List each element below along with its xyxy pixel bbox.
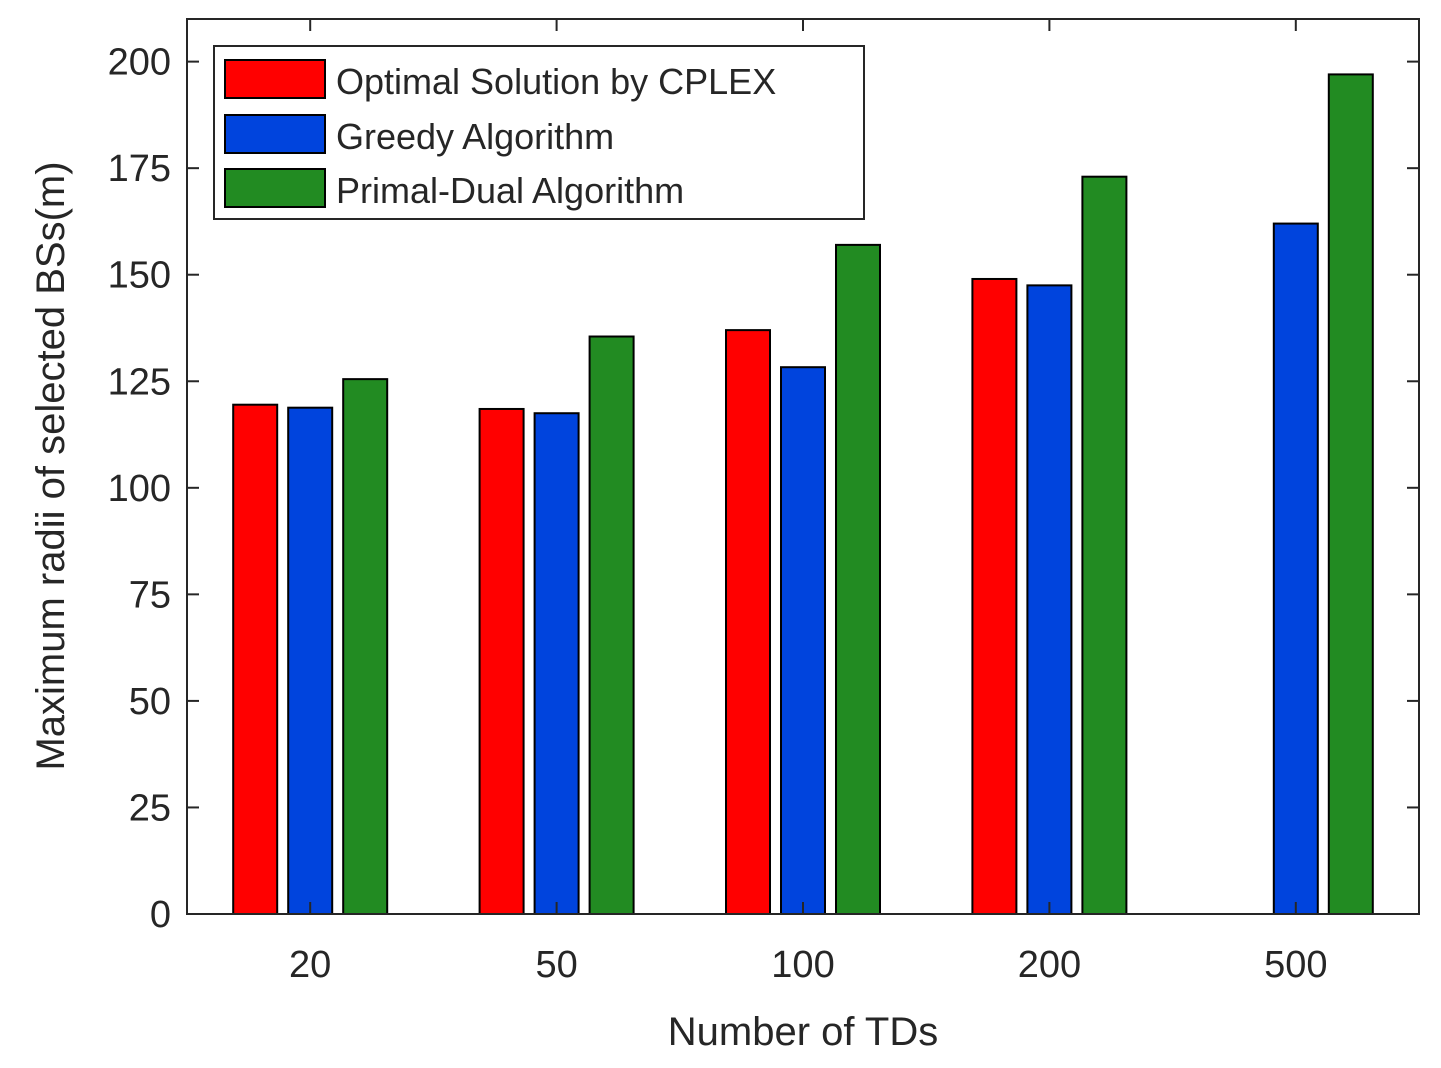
ticks-layer: 0 25 50 75 100 125 150 175 200 20 50 100 200 500 [108,19,1419,986]
bar-1-200 [1026,284,1073,916]
y-tick-label-175: 175 [108,148,171,190]
legend-label-optimal: Optimal Solution by CPLEX [336,61,776,102]
y-tick-label-100: 100 [108,468,171,510]
bar-0-200 [971,277,1018,915]
bar-1-100 [780,366,826,915]
bar-0-50 [478,407,525,915]
x-tick-label-500: 500 [1264,944,1327,986]
legend-label-primal-dual: Primal-Dual Algorithm [336,170,684,211]
x-tick-label-20: 20 [289,944,331,986]
legend-swatch-optimal [224,59,326,99]
x-tick-label-50: 50 [535,944,577,986]
bar-2-100 [835,243,881,915]
y-tick-label-125: 125 [108,361,171,403]
y-tick-label-50: 50 [129,681,171,723]
y-tick-label-75: 75 [129,574,171,616]
bar-0-20 [232,403,279,915]
y-tick-label-0: 0 [150,894,171,936]
legend-label-greedy: Greedy Algorithm [336,116,614,157]
bar-1-50 [533,412,580,915]
x-tick-label-100: 100 [771,944,834,986]
bar-0-100 [725,329,771,916]
bar-2-500 [1327,73,1374,915]
bar-2-20 [342,378,389,915]
bar-1-20 [287,406,334,915]
legend-swatch-greedy [224,114,326,154]
legend-swatch-primal-dual [224,168,326,208]
bar-2-200 [1081,175,1128,915]
y-tick-label-25: 25 [129,787,171,829]
bar-1-500 [1272,222,1319,916]
y-tick-label-150: 150 [108,255,171,297]
bars-layer [232,73,1374,916]
x-tick-label-200: 200 [1018,944,1081,986]
x-axis-label: Number of TDs [668,1010,938,1054]
y-axis-label: Maximum radii of selected BSs(m) [29,161,73,770]
y-tick-label-200: 200 [108,42,171,84]
bar-2-50 [588,335,635,915]
legend: Optimal Solution by CPLEX Greedy Algorit… [213,45,865,220]
